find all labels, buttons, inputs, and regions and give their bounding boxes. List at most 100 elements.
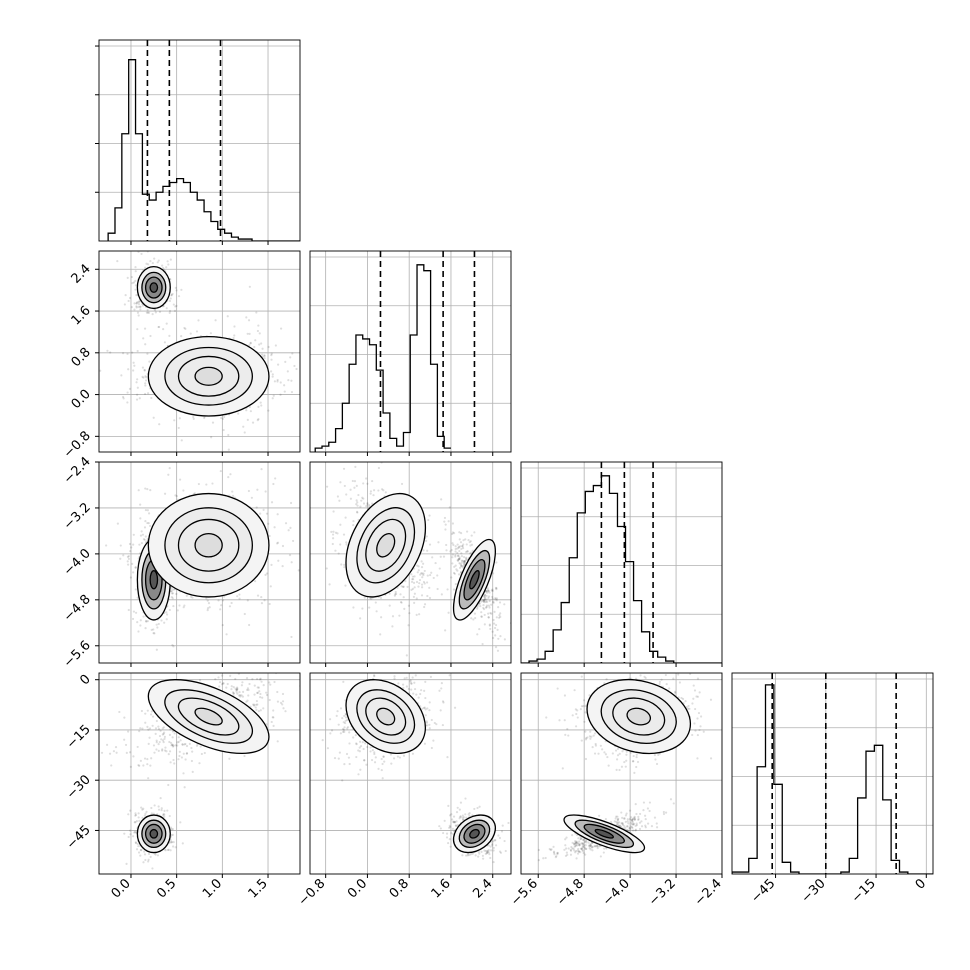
sample-point	[132, 369, 135, 372]
sample-point	[180, 335, 183, 338]
sample-point	[134, 611, 138, 614]
sample-point	[428, 573, 432, 577]
sample-point	[355, 484, 358, 487]
sample-point	[442, 701, 445, 704]
sample-point	[152, 812, 155, 815]
density-contour	[376, 532, 396, 558]
sample-point	[273, 380, 277, 383]
sample-point	[135, 305, 138, 308]
sample-point	[261, 696, 264, 699]
sample-point	[185, 744, 189, 748]
sample-point	[288, 554, 292, 557]
sample-point	[162, 266, 165, 270]
sample-point	[171, 644, 174, 647]
sample-point	[382, 489, 385, 492]
sample-point	[156, 854, 160, 857]
sample-point	[185, 594, 188, 597]
sample-point	[175, 495, 178, 498]
sample-point	[281, 703, 284, 706]
sample-point	[163, 735, 167, 738]
sample-point	[173, 732, 176, 735]
sample-point	[494, 634, 497, 637]
sample-point	[407, 624, 410, 627]
sample-point	[487, 588, 490, 591]
sample-point	[130, 306, 133, 309]
sample-point	[260, 595, 263, 599]
sample-point	[133, 821, 136, 824]
sample-point	[185, 752, 188, 755]
sample-point	[428, 596, 432, 600]
sample-point	[139, 503, 142, 506]
sample-point	[163, 813, 166, 816]
sample-point	[137, 489, 140, 492]
sample-point	[466, 550, 469, 553]
sample-point	[147, 512, 151, 515]
sample-point	[174, 846, 177, 849]
sample-point	[480, 615, 483, 618]
sample-point	[108, 752, 112, 755]
sample-point	[483, 595, 486, 598]
sample-point	[134, 813, 138, 817]
sample-point	[404, 579, 407, 583]
sample-point	[100, 751, 104, 754]
sample-point	[171, 597, 174, 600]
sample-point	[168, 299, 172, 303]
sample-point	[447, 611, 450, 614]
sample-point	[352, 520, 355, 523]
sample-point	[258, 690, 261, 693]
panel-content	[99, 673, 300, 874]
sample-point	[129, 765, 132, 768]
sample-point	[222, 428, 225, 432]
sample-point	[185, 752, 189, 755]
sample-point	[126, 560, 129, 563]
sample-point	[373, 761, 377, 764]
sample-point	[138, 730, 141, 733]
sample-point	[132, 533, 135, 536]
sample-point	[248, 332, 251, 335]
sample-point	[494, 586, 498, 589]
panel-content	[310, 462, 511, 663]
sample-point	[177, 736, 180, 739]
sample-point	[283, 384, 286, 387]
sample-point	[438, 567, 441, 570]
sample-point	[158, 423, 161, 426]
sample-point	[176, 609, 179, 612]
sample-point	[440, 593, 443, 596]
sample-point	[496, 628, 499, 631]
sample-point	[255, 311, 258, 314]
sample-point	[181, 842, 184, 845]
sample-point	[115, 751, 118, 754]
sample-point	[400, 601, 403, 604]
sample-point	[255, 703, 258, 706]
sample-point	[354, 734, 357, 737]
panel-content	[99, 462, 300, 663]
sample-point	[491, 597, 494, 600]
sample-point	[155, 648, 158, 651]
sample-point	[154, 311, 157, 314]
sample-point	[226, 315, 229, 318]
sample-point	[141, 375, 144, 378]
sample-point	[173, 419, 176, 422]
sample-point	[135, 820, 139, 823]
sample-point	[487, 616, 490, 619]
sample-point	[470, 551, 473, 554]
sample-point	[138, 300, 141, 303]
sample-point	[451, 522, 455, 525]
sample-point	[135, 302, 138, 305]
sample-point	[290, 635, 293, 639]
sample-point	[217, 676, 220, 679]
sample-point	[336, 710, 339, 713]
sample-point	[127, 608, 130, 612]
sample-point	[140, 530, 143, 533]
sample-point	[459, 571, 463, 574]
sample-point	[190, 746, 193, 750]
sample-point	[487, 604, 490, 607]
sample-point	[476, 605, 479, 608]
sample-point	[141, 816, 144, 819]
sample-point	[169, 761, 172, 764]
sample-point	[411, 752, 415, 755]
sample-point	[423, 742, 427, 745]
sample-point	[198, 679, 202, 682]
sample-point	[151, 867, 154, 870]
